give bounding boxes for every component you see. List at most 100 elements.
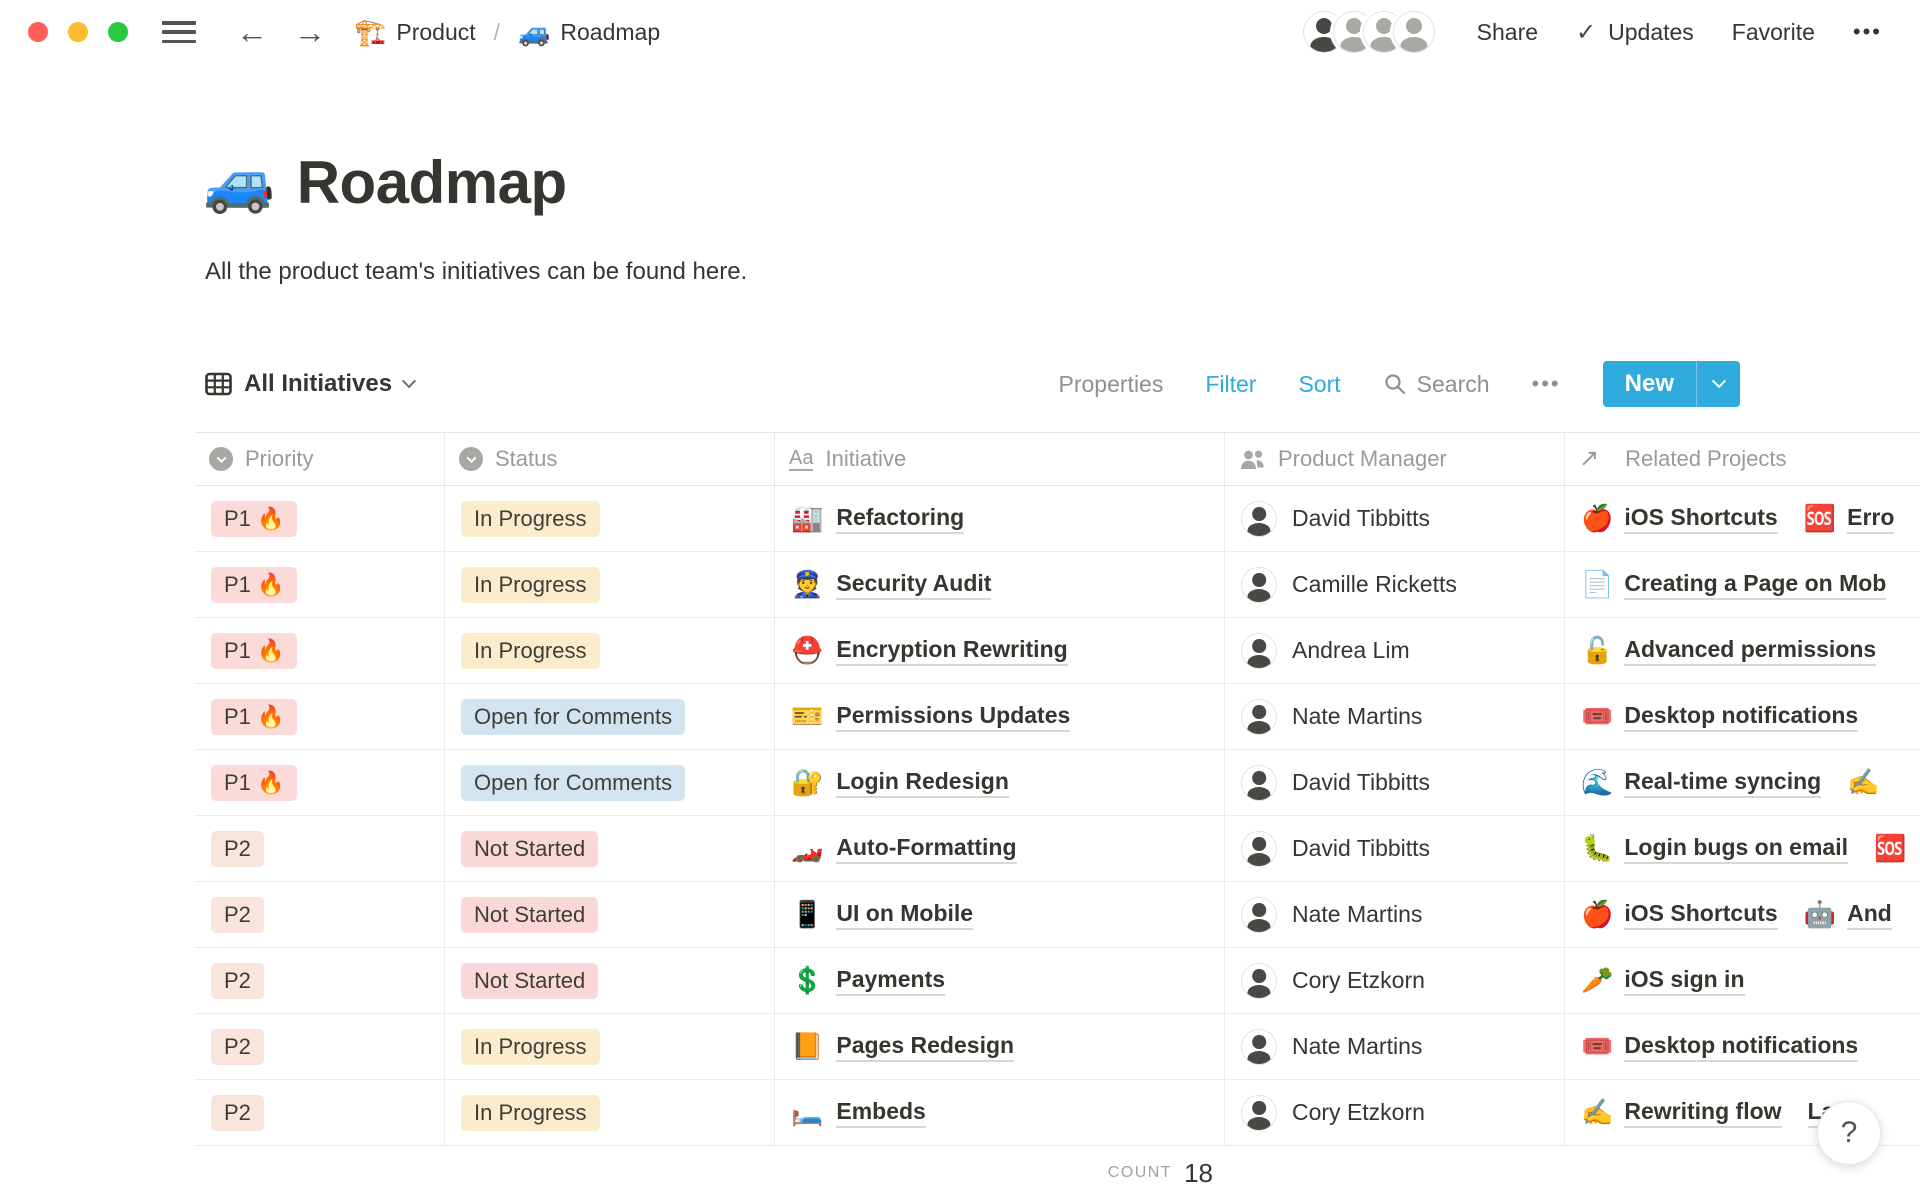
help-button[interactable]: ? [1817, 1101, 1881, 1165]
search-button[interactable]: Search [1383, 371, 1490, 398]
priority-cell[interactable]: P1 🔥 [195, 486, 445, 551]
related-project-link[interactable]: 🔓 Advanced permissions [1581, 635, 1877, 666]
initiative-cell[interactable]: ⛑️ Encryption Rewriting [775, 618, 1225, 683]
initiative-page-link[interactable]: Refactoring [836, 504, 965, 534]
status-cell[interactable]: Not Started [445, 948, 775, 1013]
related-project-link[interactable]: 🐛 Login bugs on email [1581, 833, 1848, 864]
priority-cell[interactable]: P2 [195, 948, 445, 1013]
initiative-cell[interactable]: 🎫 Permissions Updates [775, 684, 1225, 749]
related-project-link[interactable]: 🍎 iOS Shortcuts [1581, 899, 1778, 930]
initiative-page-link[interactable]: Permissions Updates [836, 702, 1071, 732]
initiative-cell[interactable]: 📱 UI on Mobile [775, 882, 1225, 947]
related-project-link[interactable]: 🍎 iOS Shortcuts [1581, 503, 1778, 534]
status-cell[interactable]: Not Started [445, 882, 775, 947]
breadcrumb-item-product[interactable]: 🏗️ Product [354, 17, 476, 48]
related-project-link[interactable]: 🤖 And [1804, 899, 1892, 930]
column-header-initiative[interactable]: Aa Initiative [775, 433, 1225, 485]
forward-icon[interactable]: → [294, 14, 326, 50]
related-project-link[interactable]: 🌊 Real-time syncing [1581, 767, 1822, 798]
related-projects-cell[interactable]: 🎟️ Desktop notifications [1565, 684, 1920, 749]
column-header-priority[interactable]: Priority [195, 433, 445, 485]
properties-button[interactable]: Properties [1058, 370, 1164, 397]
status-cell[interactable]: In Progress [445, 552, 775, 617]
related-projects-cell[interactable]: 🍎 iOS Shortcuts 🆘 Erro [1565, 486, 1920, 551]
view-more-options-icon[interactable]: ••• [1531, 371, 1561, 396]
related-project-link[interactable]: 🎟️ Desktop notifications [1581, 701, 1859, 732]
product-manager-cell[interactable]: Nate Martins [1225, 1014, 1565, 1079]
related-projects-cell[interactable]: 🌊 Real-time syncing ✍️ [1565, 750, 1920, 815]
priority-cell[interactable]: P2 [195, 1080, 445, 1145]
product-manager-cell[interactable]: Nate Martins [1225, 882, 1565, 947]
page-description[interactable]: All the product team's initiatives can b… [205, 258, 748, 285]
zoom-window-button[interactable] [108, 22, 128, 42]
initiative-cell[interactable]: 🔐 Login Redesign [775, 750, 1225, 815]
close-window-button[interactable] [28, 22, 48, 42]
share-button[interactable]: Share [1476, 18, 1539, 45]
new-button-dropdown[interactable] [1696, 361, 1740, 407]
status-cell[interactable]: In Progress [445, 618, 775, 683]
status-cell[interactable]: In Progress [445, 1080, 775, 1145]
priority-cell[interactable]: P1 🔥 [195, 552, 445, 617]
product-manager-cell[interactable]: Nate Martins [1225, 684, 1565, 749]
count-aggregate[interactable]: COUNT 18 [775, 1146, 1225, 1200]
new-record-button[interactable]: New [1602, 361, 1740, 407]
initiative-page-link[interactable]: Payments [836, 966, 946, 996]
view-switcher[interactable]: All Initiatives [205, 370, 417, 398]
related-project-link[interactable]: 🎟️ Desktop notifications [1581, 1031, 1859, 1062]
related-project-link[interactable]: 🆘 Erro [1804, 503, 1895, 534]
collaborator-avatars[interactable] [1302, 11, 1435, 53]
initiative-cell[interactable]: 🏭 Refactoring [775, 486, 1225, 551]
sidebar-menu-icon[interactable] [162, 21, 196, 43]
more-options-icon[interactable]: ••• [1852, 19, 1882, 44]
updates-button[interactable]: ✓ Updates [1576, 18, 1694, 47]
column-header-product-manager[interactable]: Product Manager [1225, 433, 1565, 485]
related-projects-cell[interactable]: 🔓 Advanced permissions [1565, 618, 1920, 683]
product-manager-cell[interactable]: Cory Etzkorn [1225, 948, 1565, 1013]
minimize-window-button[interactable] [68, 22, 88, 42]
priority-cell[interactable]: P1 🔥 [195, 618, 445, 683]
related-projects-cell[interactable]: 🍎 iOS Shortcuts 🤖 And [1565, 882, 1920, 947]
status-cell[interactable]: Open for Comments [445, 684, 775, 749]
related-projects-cell[interactable]: 🐛 Login bugs on email 🆘 [1565, 816, 1920, 881]
page-title[interactable]: 🚙 Roadmap [203, 148, 567, 217]
initiative-page-link[interactable]: Encryption Rewriting [836, 636, 1068, 666]
related-project-link[interactable]: 🥕 iOS sign in [1581, 965, 1745, 996]
priority-cell[interactable]: P2 [195, 816, 445, 881]
related-projects-cell[interactable]: 📄 Creating a Page on Mob [1565, 552, 1920, 617]
initiative-cell[interactable]: 💲 Payments [775, 948, 1225, 1013]
filter-button[interactable]: Filter [1205, 370, 1257, 397]
product-manager-cell[interactable]: David Tibbitts [1225, 486, 1565, 551]
back-icon[interactable]: ← [236, 14, 268, 50]
column-header-status[interactable]: Status [445, 433, 775, 485]
initiative-cell[interactable]: 👮 Security Audit [775, 552, 1225, 617]
related-projects-cell[interactable]: ✍️Rewriting flowLan [1565, 1080, 1920, 1145]
page-emoji-icon[interactable]: 🚙 [203, 149, 275, 215]
product-manager-cell[interactable]: Andrea Lim [1225, 618, 1565, 683]
initiative-cell[interactable]: 🛏️ Embeds [775, 1080, 1225, 1145]
product-manager-cell[interactable]: Camille Ricketts [1225, 552, 1565, 617]
initiative-page-link[interactable]: Security Audit [836, 570, 992, 600]
initiative-page-link[interactable]: Auto-Formatting [836, 834, 1017, 864]
status-cell[interactable]: Open for Comments [445, 750, 775, 815]
initiative-page-link[interactable]: Login Redesign [836, 768, 1009, 798]
priority-cell[interactable]: P1 🔥 [195, 750, 445, 815]
breadcrumb-item-roadmap[interactable]: 🚙 Roadmap [518, 17, 660, 48]
favorite-button[interactable]: Favorite [1731, 18, 1815, 45]
related-project-link[interactable]: 📄 Creating a Page on Mob [1581, 569, 1887, 600]
related-projects-cell[interactable]: 🎟️ Desktop notifications [1565, 1014, 1920, 1079]
related-projects-cell[interactable]: 🥕 iOS sign in [1565, 948, 1920, 1013]
related-project-link[interactable]: ✍️ [1847, 767, 1890, 798]
column-header-related-projects[interactable]: ↗ Related Projects [1565, 433, 1920, 485]
product-manager-cell[interactable]: Cory Etzkorn [1225, 1080, 1565, 1145]
initiative-cell[interactable]: 🏎️ Auto-Formatting [775, 816, 1225, 881]
related-project-link[interactable]: ✍️ Rewriting flow [1581, 1097, 1782, 1128]
product-manager-cell[interactable]: David Tibbitts [1225, 816, 1565, 881]
initiative-page-link[interactable]: Pages Redesign [836, 1032, 1015, 1062]
status-cell[interactable]: In Progress [445, 1014, 775, 1079]
priority-cell[interactable]: P2 [195, 1014, 445, 1079]
priority-cell[interactable]: P1 🔥 [195, 684, 445, 749]
initiative-page-link[interactable]: UI on Mobile [836, 900, 974, 930]
initiative-cell[interactable]: 📙 Pages Redesign [775, 1014, 1225, 1079]
related-project-link[interactable]: 🆘 [1874, 833, 1917, 864]
sort-button[interactable]: Sort [1298, 370, 1341, 397]
